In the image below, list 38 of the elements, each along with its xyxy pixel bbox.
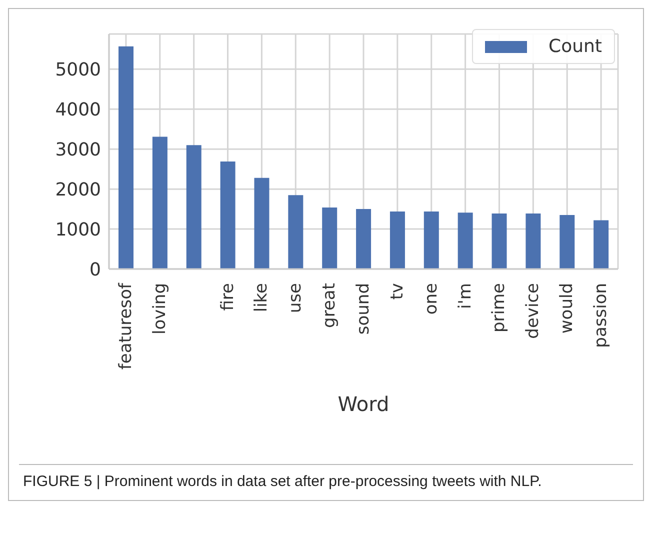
- x-tick-label: featuresof: [116, 282, 136, 370]
- x-tick-label: great: [320, 282, 340, 328]
- bar: [186, 145, 202, 269]
- x-tick-label: i'm: [455, 283, 476, 309]
- x-tick-label: loving: [150, 283, 170, 334]
- y-tick-label: 1000: [55, 219, 101, 240]
- bar: [288, 195, 304, 269]
- bar: [152, 136, 168, 269]
- x-tick-label: like: [252, 283, 272, 312]
- bar: [560, 215, 575, 269]
- x-tick-label: fire: [218, 283, 238, 311]
- bar: [492, 213, 507, 269]
- caption: FIGURE 5 | Prominent words in data set after pre-processing tweets with NLP.: [19, 464, 633, 500]
- y-tick-label: 0: [90, 259, 101, 280]
- bar: [322, 207, 338, 269]
- bar: [356, 209, 372, 269]
- x-tick-label: prime: [489, 283, 510, 333]
- legend-label: Count: [548, 36, 602, 57]
- y-tick-label: 2000: [55, 179, 101, 200]
- x-tick-label: use: [286, 283, 306, 314]
- x-tick-label: passion: [591, 283, 612, 348]
- bar: [390, 211, 405, 269]
- bar: [526, 213, 541, 269]
- bar: [594, 220, 609, 269]
- x-tick-label: would: [557, 283, 578, 334]
- y-tick-label: 3000: [55, 139, 101, 160]
- bar: [220, 161, 236, 269]
- bar: [254, 178, 270, 269]
- x-tick-label: one: [421, 283, 442, 315]
- y-tick-label: 5000: [55, 60, 101, 81]
- x-tick-label: tv: [387, 283, 408, 300]
- x-axis-title: Word: [338, 392, 390, 416]
- x-tick-label: sound: [354, 283, 374, 335]
- bar: [118, 46, 134, 269]
- x-tick-label: device: [523, 283, 544, 339]
- y-tick-label: 4000: [55, 100, 101, 121]
- bar: [424, 211, 439, 269]
- bar: [458, 212, 473, 269]
